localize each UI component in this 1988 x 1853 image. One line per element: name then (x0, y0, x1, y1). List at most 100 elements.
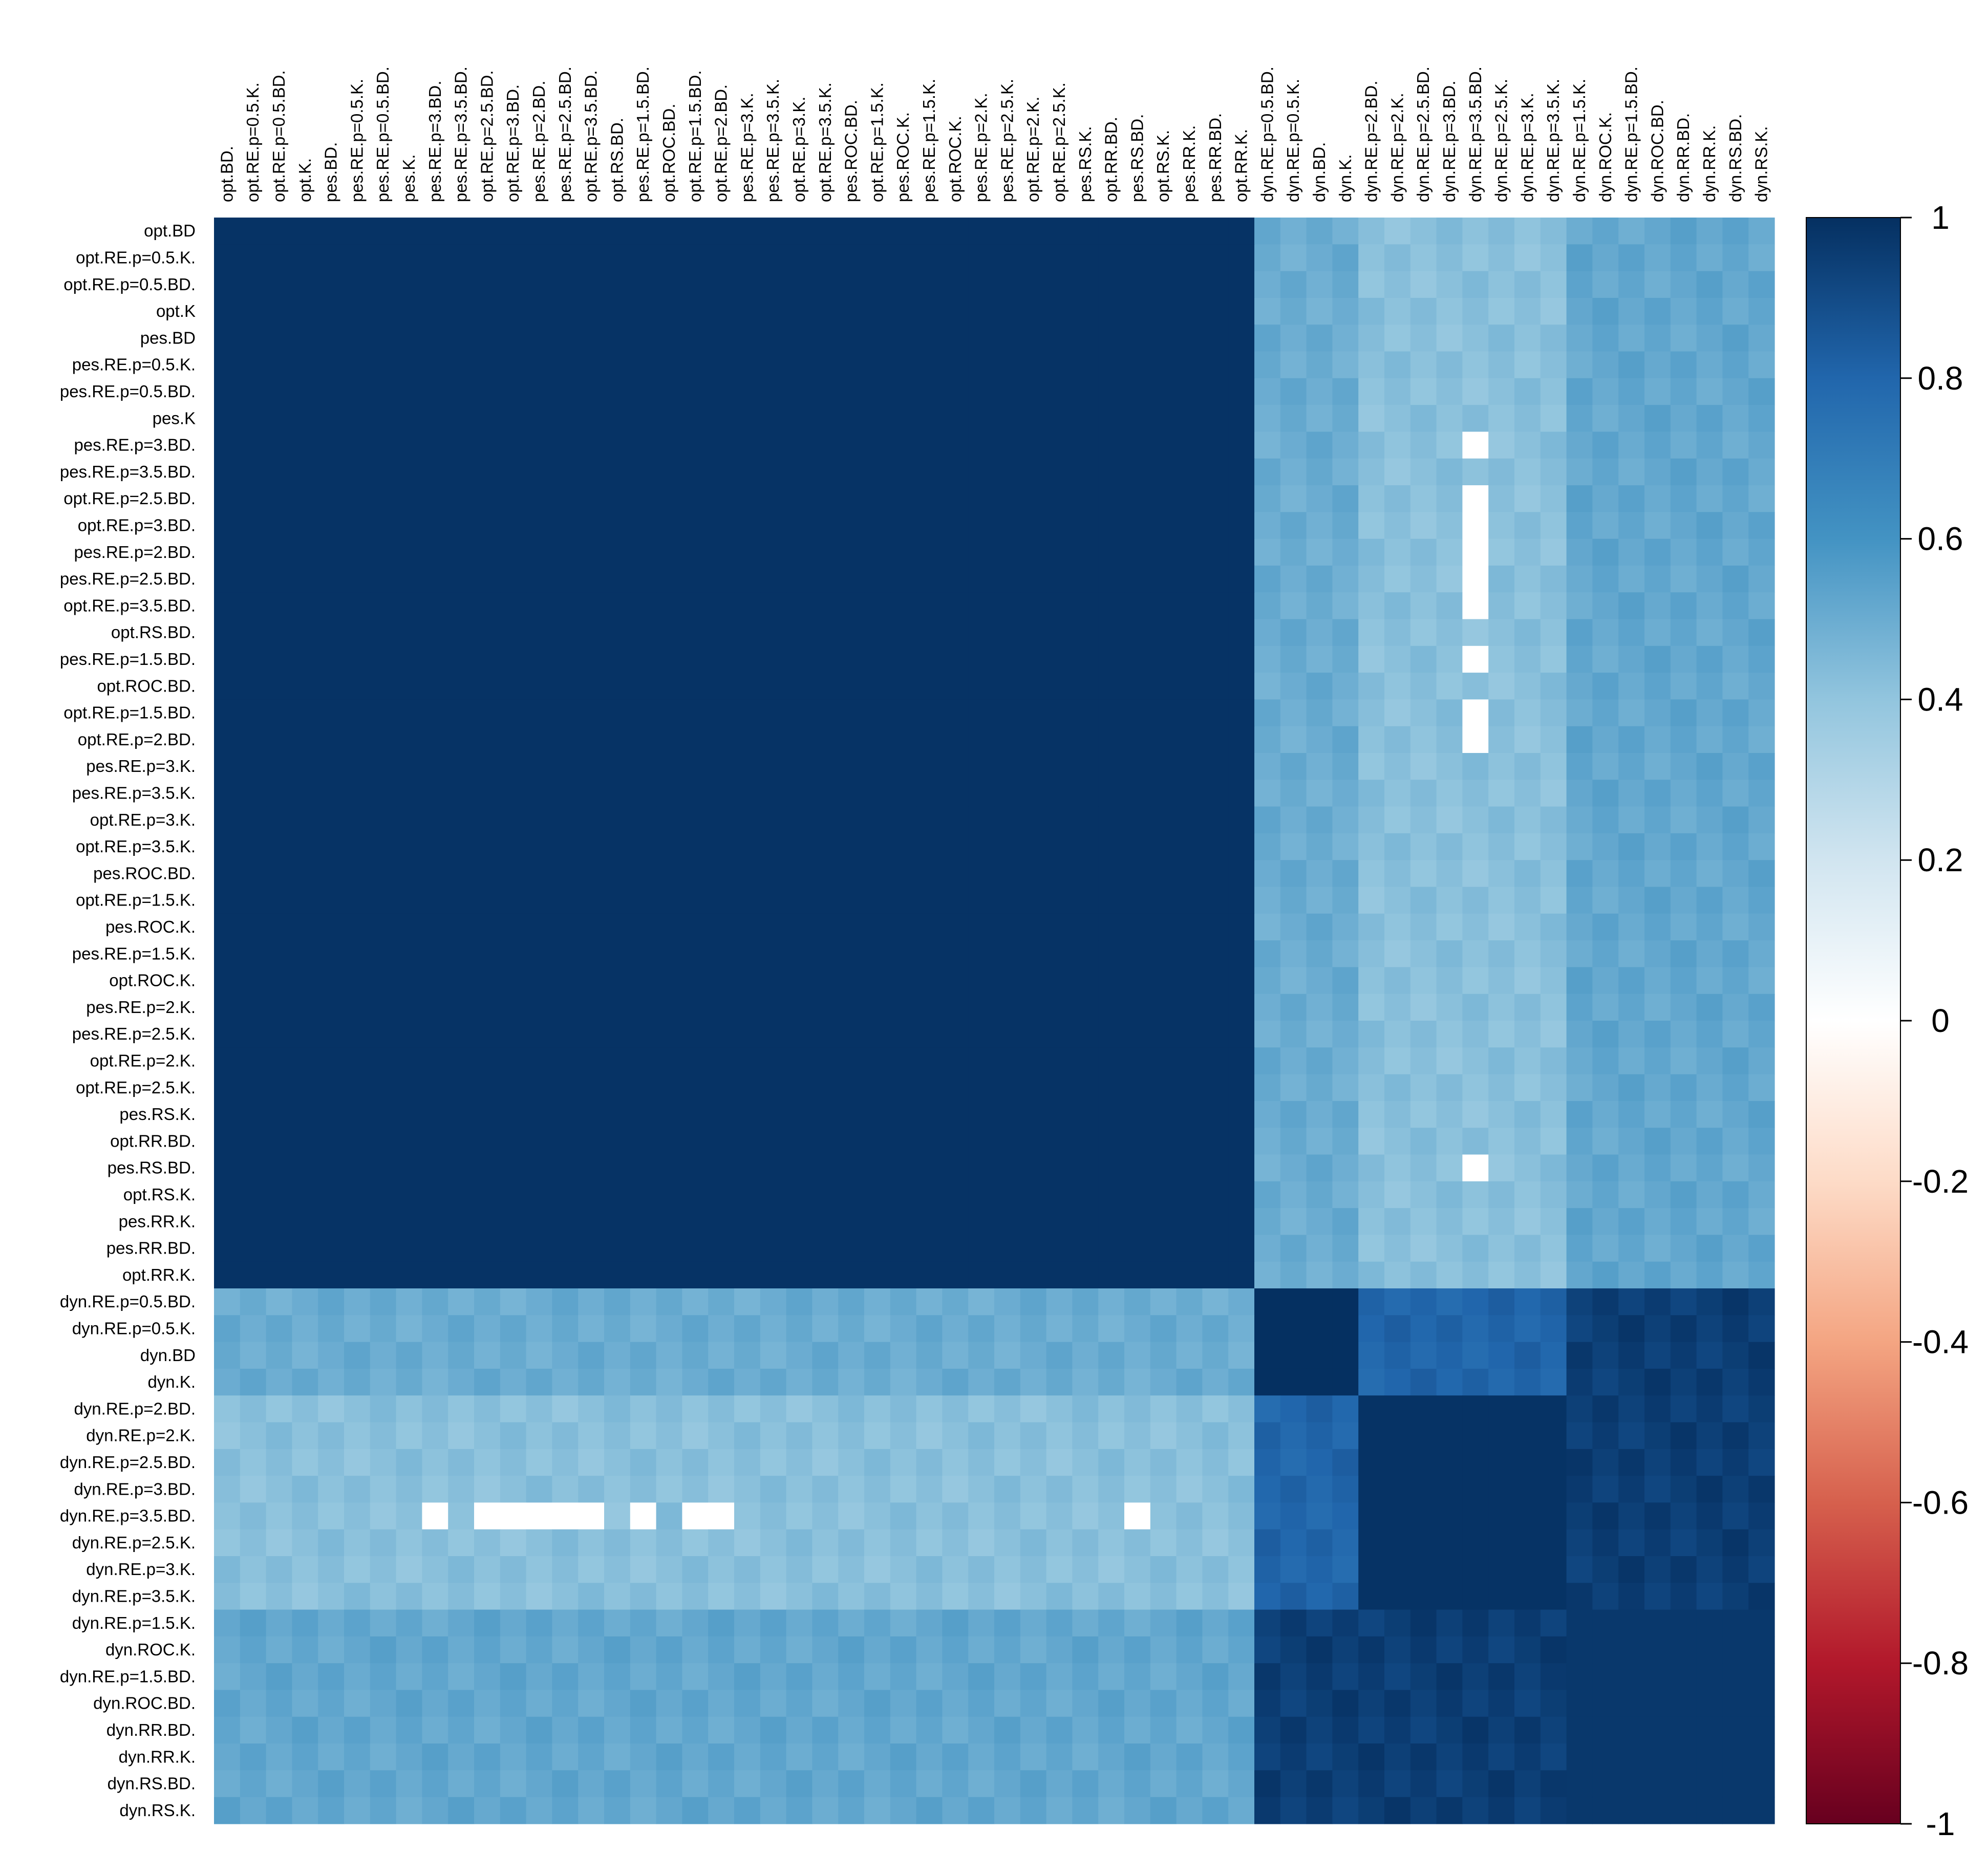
heatmap-cell (1280, 405, 1307, 432)
heatmap-cell (890, 218, 917, 245)
heatmap-cell (1046, 753, 1073, 780)
heatmap-cell (604, 1261, 631, 1289)
heatmap-cell (1592, 1743, 1619, 1771)
colorbar-ticks: 10.80.60.40.20-0.2-0.4-0.6-0.8-1 (1900, 199, 1969, 1842)
heatmap-cell (1592, 351, 1619, 379)
heatmap-cell (760, 512, 787, 540)
heatmap-cell (1072, 565, 1099, 593)
row-label: opt.RR.BD. (110, 1131, 196, 1150)
heatmap-cell (682, 1770, 709, 1798)
heatmap-cell (396, 619, 422, 647)
heatmap-cell (1722, 458, 1749, 486)
heatmap-cell (1540, 860, 1567, 888)
heatmap-cell (1306, 592, 1333, 620)
heatmap-cell (1696, 1342, 1723, 1369)
heatmap-cell (656, 432, 682, 459)
heatmap-cell (214, 1609, 241, 1637)
heatmap-cell (1280, 1261, 1307, 1289)
row-label: opt.RE.p=3.5.K. (76, 837, 196, 856)
heatmap-cell (630, 538, 657, 566)
heatmap-cell (552, 1047, 579, 1075)
heatmap-cell (630, 1208, 657, 1235)
heatmap-cell (1722, 432, 1749, 459)
heatmap-cell (1462, 1690, 1489, 1717)
heatmap-cell (682, 1181, 709, 1209)
heatmap-cell (422, 1208, 448, 1235)
heatmap-cell (734, 512, 761, 540)
heatmap-cell (864, 432, 891, 459)
heatmap-cell (1592, 1690, 1619, 1717)
heatmap-cell (1150, 1074, 1177, 1102)
heatmap-cell (1150, 1556, 1177, 1583)
heatmap-cell (1462, 887, 1489, 914)
heatmap-cell (1098, 512, 1125, 540)
column-label: pes.RR.K. (1180, 125, 1199, 202)
heatmap-cell (1592, 1583, 1619, 1610)
heatmap-cell-missing (1462, 699, 1489, 727)
heatmap-cell (916, 1368, 943, 1396)
heatmap-cell (1592, 1235, 1619, 1262)
heatmap-cell (1228, 780, 1255, 807)
heatmap-cell (474, 1690, 501, 1717)
heatmap-cell (708, 325, 735, 352)
heatmap-cell (916, 1797, 943, 1824)
heatmap-cell (994, 1181, 1021, 1209)
heatmap-cell (864, 405, 891, 432)
heatmap-cell (292, 1716, 318, 1744)
heatmap-cell (1254, 1449, 1281, 1476)
heatmap-cell (1020, 619, 1047, 647)
heatmap-cell (942, 244, 969, 272)
heatmap-cell (214, 1529, 241, 1557)
heatmap-cell (1384, 1047, 1411, 1075)
heatmap-cell (1488, 1716, 1515, 1744)
heatmap-cell (1436, 512, 1463, 540)
heatmap-cell (734, 432, 761, 459)
heatmap-cell (1384, 512, 1411, 540)
heatmap-cell (838, 913, 865, 941)
heatmap-cell (1670, 1743, 1697, 1771)
heatmap-cell (1462, 1636, 1489, 1664)
heatmap-cell (448, 1047, 475, 1075)
heatmap-cell (1488, 1663, 1515, 1691)
row-label: opt.K (156, 301, 196, 320)
heatmap-cell (1488, 1154, 1515, 1182)
heatmap-cell (1124, 592, 1151, 620)
heatmap-cell (838, 780, 865, 807)
heatmap-cell (864, 1021, 891, 1048)
row-label: opt.RE.p=3.5.BD. (63, 596, 196, 615)
heatmap-cell (1644, 1181, 1671, 1209)
heatmap-cell (526, 673, 552, 700)
heatmap-cell (1332, 699, 1359, 727)
column-label: opt.RE.p=1.5.K. (867, 82, 886, 202)
heatmap-cell (344, 780, 371, 807)
heatmap-cell (1176, 271, 1203, 298)
heatmap-cell (266, 244, 292, 272)
heatmap-cell (1592, 726, 1619, 753)
heatmap-cell (1254, 1181, 1281, 1209)
heatmap-cell (1098, 1663, 1125, 1691)
heatmap-cell (1098, 405, 1125, 432)
heatmap-cell (1384, 673, 1411, 700)
heatmap-cell (474, 351, 501, 379)
heatmap-cell (1358, 940, 1385, 967)
heatmap-cell (292, 860, 318, 888)
heatmap-cell (682, 218, 709, 245)
heatmap-cell (1696, 1422, 1723, 1450)
heatmap-cell (500, 1663, 527, 1691)
heatmap-cell (240, 405, 267, 432)
heatmap-cell (1332, 271, 1359, 298)
heatmap-cell (1124, 1797, 1151, 1824)
heatmap-cell (422, 458, 448, 486)
heatmap-cell (708, 940, 735, 967)
heatmap-cell (422, 218, 448, 245)
heatmap-cell (1644, 565, 1671, 593)
heatmap-cell (1618, 297, 1645, 325)
heatmap-cell (578, 458, 605, 486)
heatmap-cell (318, 1690, 345, 1717)
heatmap-cell (812, 1021, 839, 1048)
heatmap-cell (864, 592, 891, 620)
heatmap-cell (760, 1342, 787, 1369)
column-label: opt.RE.p=2.5.K. (1050, 82, 1068, 202)
heatmap-cell (1176, 1797, 1203, 1824)
heatmap-cell (370, 967, 397, 995)
